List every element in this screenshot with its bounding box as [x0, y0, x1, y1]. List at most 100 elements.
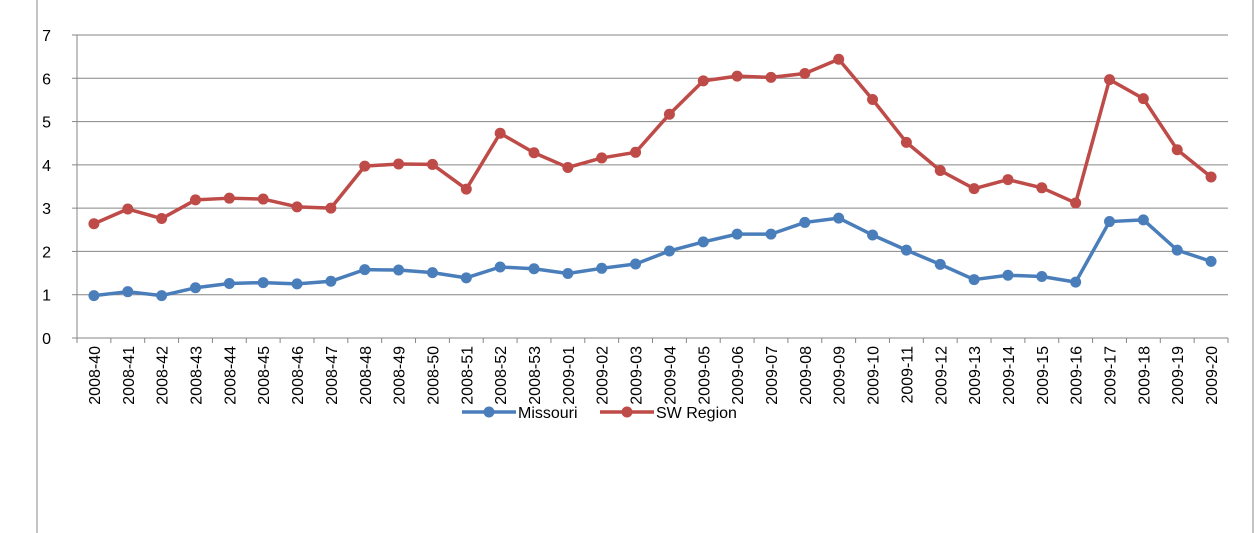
point — [562, 268, 574, 280]
point — [1070, 276, 1082, 288]
point — [1070, 197, 1082, 209]
point — [1137, 93, 1149, 105]
point — [291, 201, 303, 213]
legend-label: SW Region — [656, 405, 737, 422]
point — [189, 194, 201, 206]
x-tick-label: 2009-13 — [967, 346, 984, 405]
y-tick-label: 4 — [42, 158, 51, 175]
point — [257, 193, 269, 205]
point — [393, 264, 405, 276]
point — [867, 229, 879, 241]
x-tick-label: 2009-06 — [730, 346, 747, 405]
point — [968, 274, 980, 286]
point — [494, 127, 506, 139]
x-tick-label: 2009-03 — [629, 346, 646, 405]
point — [900, 136, 912, 148]
point — [1104, 216, 1116, 228]
x-tick-label: 2009-15 — [1035, 346, 1052, 405]
point — [257, 277, 269, 289]
x-tick-label: 2008-53 — [527, 346, 544, 405]
series-line — [93, 57, 1213, 226]
x-tick-label: 2009-19 — [1170, 346, 1187, 405]
x-tick-label: 2009-18 — [1136, 346, 1153, 405]
legend-label: Missouri — [518, 405, 578, 422]
point — [122, 203, 134, 215]
point — [630, 258, 642, 270]
point — [1002, 269, 1014, 281]
y-tick-label: 3 — [42, 201, 51, 218]
point — [900, 244, 912, 256]
x-tick-label: 2008-51 — [459, 346, 476, 405]
point — [663, 108, 675, 120]
point — [359, 264, 371, 276]
point — [1171, 244, 1183, 256]
point — [122, 286, 134, 298]
x-tick-label: 2009-20 — [1204, 346, 1221, 405]
point — [596, 262, 608, 274]
y-tick-label: 6 — [42, 71, 51, 88]
x-tick-label: 2008-49 — [392, 346, 409, 405]
point — [426, 267, 438, 279]
legend-marker — [483, 406, 495, 418]
point — [189, 282, 201, 294]
x-tick-label: 2009-01 — [561, 346, 578, 405]
point — [663, 245, 675, 257]
point — [223, 192, 235, 204]
point — [697, 236, 709, 248]
x-tick-label: 2009-09 — [832, 346, 849, 405]
point — [765, 228, 777, 240]
x-tick-label: 2008-44 — [222, 346, 239, 405]
point — [1036, 182, 1048, 194]
x-tick-label: 2008-42 — [155, 346, 172, 405]
y-tick-label: 7 — [42, 28, 51, 45]
point — [156, 213, 168, 225]
point — [1137, 214, 1149, 226]
y-tick-label: 0 — [42, 331, 51, 348]
point — [1205, 255, 1217, 267]
x-tick-label: 2009-10 — [866, 346, 883, 405]
y-tick-label: 1 — [42, 288, 51, 305]
point — [934, 164, 946, 176]
point — [291, 278, 303, 290]
point — [799, 216, 811, 228]
x-tick-label: 2009-08 — [798, 346, 815, 405]
x-tick-label: 2008-45 — [256, 346, 273, 405]
point — [867, 93, 879, 105]
point — [325, 202, 337, 214]
point — [1171, 144, 1183, 156]
point — [88, 218, 100, 230]
point — [1104, 74, 1116, 86]
point — [460, 272, 472, 284]
x-tick-label: 2009-17 — [1103, 346, 1120, 405]
point — [731, 70, 743, 82]
y-tick-label: 2 — [42, 244, 51, 261]
x-tick-label: 2009-07 — [764, 346, 781, 405]
point — [325, 275, 337, 287]
x-tick-label: 2008-52 — [493, 346, 510, 405]
y-tick-label: 5 — [42, 115, 51, 132]
point — [934, 258, 946, 270]
point — [731, 228, 743, 240]
point — [359, 160, 371, 172]
x-tick-label: 2008-48 — [358, 346, 375, 405]
point — [833, 53, 845, 65]
point — [1002, 174, 1014, 186]
point — [562, 161, 574, 173]
point — [528, 147, 540, 159]
point — [426, 158, 438, 170]
point — [799, 68, 811, 80]
x-tick-label: 2008-43 — [188, 346, 205, 405]
series-line — [93, 216, 1212, 298]
point — [833, 212, 845, 224]
point — [596, 152, 608, 164]
x-tick-label: 2009-14 — [1001, 346, 1018, 405]
x-tick-label: 2009-16 — [1069, 346, 1086, 405]
point — [1036, 271, 1048, 283]
point — [494, 261, 506, 273]
point — [630, 146, 642, 158]
point — [393, 158, 405, 170]
point — [765, 71, 777, 83]
point — [88, 290, 100, 302]
x-tick-label: 2008-50 — [425, 346, 442, 405]
